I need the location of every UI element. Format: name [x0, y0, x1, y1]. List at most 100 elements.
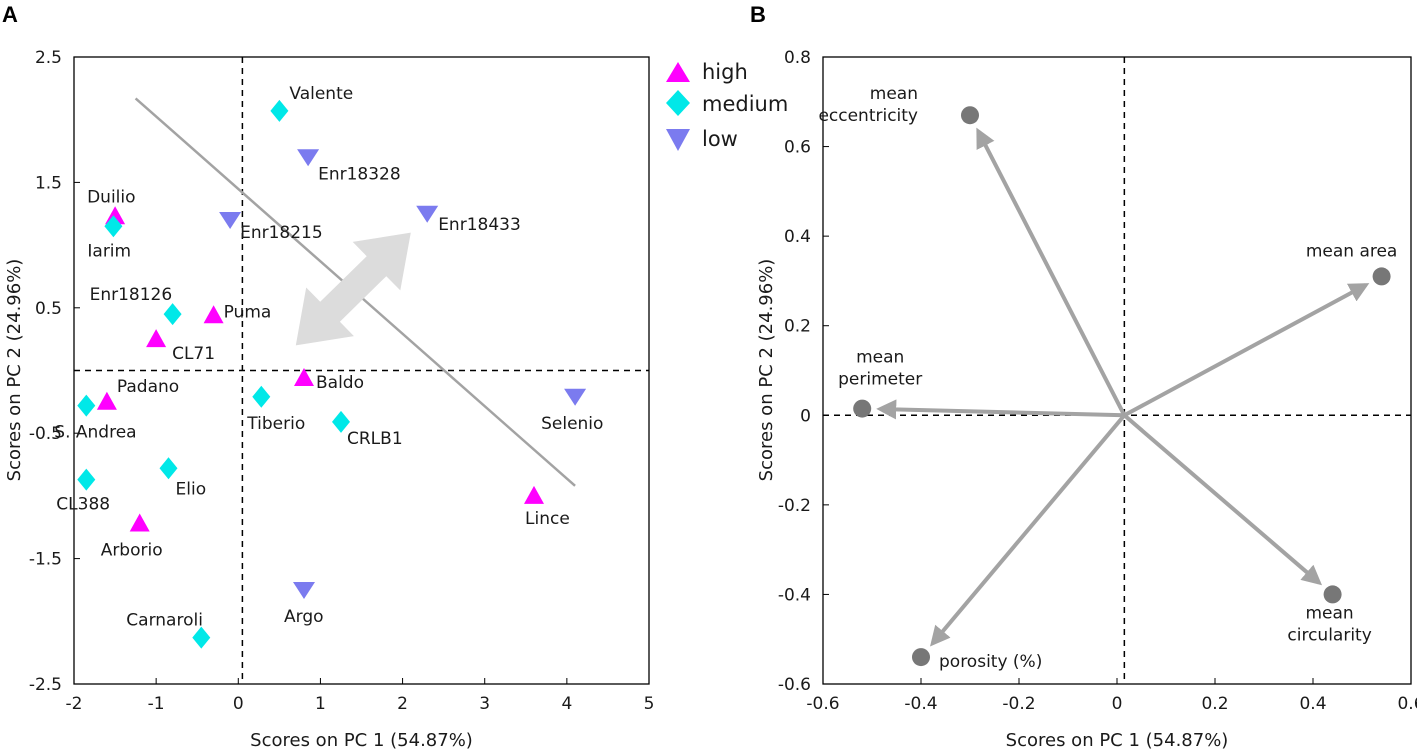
point-cl71 — [146, 329, 167, 348]
point-label-enr18328: Enr18328 — [318, 164, 401, 184]
panel-a-x-tick-label: 3 — [479, 694, 490, 714]
point-selenio — [564, 388, 587, 406]
legend-label-low: low — [702, 127, 738, 151]
panel-a-x-tick-label: 1 — [315, 694, 326, 714]
loading-point-mean-area — [1372, 267, 1391, 286]
panel-a-x-tick-label: 5 — [644, 694, 655, 714]
panel-a-points — [77, 99, 587, 649]
panel-a-y-ticks: 2.5 1.5 0.5 -0.5 -1.5 -2.5 — [29, 48, 80, 695]
point-argo — [293, 582, 315, 599]
panel-b-x-tick-label: 0.2 — [1201, 694, 1228, 714]
point-label-arborio: Arborio — [101, 541, 163, 561]
panel-b-loading-points — [853, 106, 1391, 667]
panel-a-x-tick-label: 4 — [561, 694, 572, 714]
point-baldo — [294, 368, 314, 386]
panel-b-y-tick-label: -0.6 — [778, 675, 811, 695]
point-label-selenio: Selenio — [541, 414, 603, 434]
panel-a-y-tick-label: -0.5 — [29, 424, 62, 444]
panel-b-x-tick-label: 0.6 — [1397, 694, 1417, 714]
point-carnaroli — [192, 626, 211, 649]
panel-b-x-tick-label: -0.6 — [806, 694, 839, 714]
panel-b-x-tick-label: -0.4 — [904, 694, 937, 714]
panel-a-x-ticks: -2 -1 0 1 2 3 4 5 — [66, 678, 655, 714]
point-label-duilio: Duilio — [87, 187, 135, 207]
panel-a-x-tick-label: -1 — [148, 694, 165, 714]
point-label-crlb1: CRLB1 — [347, 429, 403, 449]
point-enr18126 — [163, 303, 182, 326]
point-label-enr18215: Enr18215 — [240, 223, 323, 243]
point-label-cl71: CL71 — [172, 344, 215, 364]
point-label-carnaroli: Carnaroli — [126, 611, 203, 631]
panel-b-x-tick-label: 0.4 — [1299, 694, 1326, 714]
point-label-padano: Padano — [117, 377, 179, 397]
panel-a-x-tick-label: 2 — [397, 694, 408, 714]
panel-a-y-axis-label: Scores on PC 2 (24.96%) — [4, 259, 25, 482]
loading-label-line: mean area — [1306, 241, 1398, 261]
legend-item-low: low — [666, 127, 738, 151]
panel-b-y-ticks: 0.8 0.6 0.4 0.2 0 -0.2 -0.4 -0.6 — [778, 48, 829, 695]
point-arborio — [129, 513, 150, 532]
legend: high medium low — [666, 60, 788, 151]
panel-a-point-labels: Valente Enr18328 Duilio Iarim Enr18215 Enr184… — [54, 84, 603, 631]
loading-point-mean-eccentricity — [961, 106, 979, 125]
point-enr18215 — [219, 212, 242, 229]
loading-arrow-mean-area — [1123, 283, 1370, 418]
panel-a-chart: -2 -1 0 1 2 3 4 5 2.5 1.5 0.5 -0.5 -1.5 -2.5 Valente… — [4, 48, 654, 749]
legend-marker-medium — [666, 90, 690, 116]
panel-b-x-axis-label: Scores on PC 1 (54.87%) — [1006, 730, 1229, 749]
loading-arrow-porosity — [930, 413, 1126, 647]
panel-b-y-tick-label: -0.4 — [778, 585, 811, 605]
point-valente — [270, 99, 289, 122]
loading-label-line: mean — [870, 84, 918, 104]
loading-point-porosity — [912, 648, 930, 667]
panel-b-y-tick-label: 0.8 — [784, 48, 811, 68]
panel-a-y-tick-label: -1.5 — [29, 550, 62, 570]
point-label-enr18126: Enr18126 — [90, 285, 173, 305]
point-elio — [159, 457, 178, 480]
panel-a-y-tick-label: 2.5 — [35, 48, 62, 68]
loading-arrow-mean-perimeter — [876, 399, 1125, 420]
loading-arrow-mean-eccentricity — [976, 127, 1127, 417]
point-iarim — [104, 215, 123, 238]
loading-label-porosity: porosity (%) — [939, 652, 1042, 672]
loading-label-mean-eccentricity: mean eccentricity — [818, 84, 918, 126]
point-label-s-andrea: S. Andrea — [54, 423, 136, 443]
panel-a-double-arrow — [295, 232, 411, 346]
point-label-elio: Elio — [176, 479, 207, 499]
point-label-iarim: Iarim — [87, 241, 131, 261]
panel-b-chart: -0.6 -0.4 -0.2 0 0.2 0.4 0.6 0.8 0.6 0.4 0.2 0 -0.2… — [756, 48, 1417, 749]
panel-b-y-tick-label: 0.4 — [784, 227, 811, 247]
loading-label-line: mean — [856, 348, 904, 368]
loading-label-line: mean — [1305, 603, 1353, 623]
legend-marker-low — [666, 129, 690, 151]
panel-a-y-tick-label: 0.5 — [35, 299, 62, 319]
point-enr18433 — [416, 205, 439, 223]
panel-b-x-tick-label: -0.2 — [1002, 694, 1035, 714]
panel-b-y-tick-label: 0.6 — [784, 138, 811, 158]
loading-label-line: perimeter — [838, 370, 922, 390]
point-label-tiberio: Tiberio — [246, 414, 305, 434]
panel-b-loading-arrows — [876, 127, 1370, 647]
legend-item-high: high — [666, 60, 748, 84]
loading-label-mean-circularity: mean circularity — [1287, 603, 1371, 645]
point-label-lince: Lince — [525, 509, 570, 529]
panel-a-letter: A — [2, 2, 18, 27]
loading-label-mean-area: mean area — [1306, 241, 1398, 261]
legend-marker-high — [666, 62, 690, 82]
point-lince — [524, 485, 544, 504]
panel-b-y-tick-label: -0.2 — [778, 496, 811, 516]
loading-label-line: porosity (%) — [939, 652, 1042, 672]
panel-b-letter: B — [750, 2, 766, 27]
point-label-enr18433: Enr18433 — [438, 215, 521, 235]
legend-label-high: high — [702, 60, 748, 84]
legend-item-medium: medium — [666, 90, 788, 116]
point-tiberio — [252, 385, 271, 408]
point-label-baldo: Baldo — [316, 373, 364, 393]
point-cl388 — [77, 468, 96, 491]
panel-a-x-tick-label: -2 — [66, 694, 83, 714]
panel-b-x-tick-label: 0 — [1112, 694, 1123, 714]
panel-a-x-tick-label: 0 — [233, 694, 244, 714]
point-crlb1 — [332, 410, 350, 433]
